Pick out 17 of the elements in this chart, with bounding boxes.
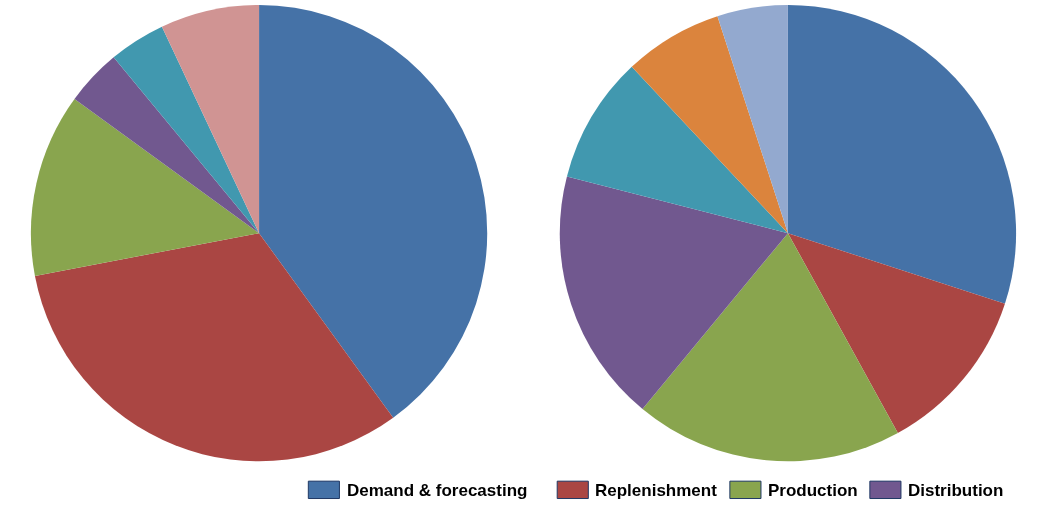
- pie-slice: [34, 233, 394, 462]
- pie-slice: [631, 16, 788, 234]
- legend-label: Demand & forecasting: [347, 481, 528, 500]
- pie-slice: [717, 5, 788, 234]
- pie-slice: [259, 5, 487, 418]
- pie-slice: [566, 66, 788, 234]
- pie-slice: [31, 99, 260, 276]
- pie-slice: [559, 176, 788, 409]
- pie-slice: [787, 233, 1005, 434]
- pie-slice: [787, 5, 1016, 304]
- pie-slice: [161, 5, 260, 234]
- legend-label: Replenishment: [595, 481, 718, 500]
- pie-slice: [642, 233, 898, 462]
- pie-slice: [74, 57, 260, 234]
- legend-label: Distribution: [908, 481, 1004, 500]
- legend-label: Production: [768, 481, 858, 500]
- pie-slice: [113, 26, 260, 234]
